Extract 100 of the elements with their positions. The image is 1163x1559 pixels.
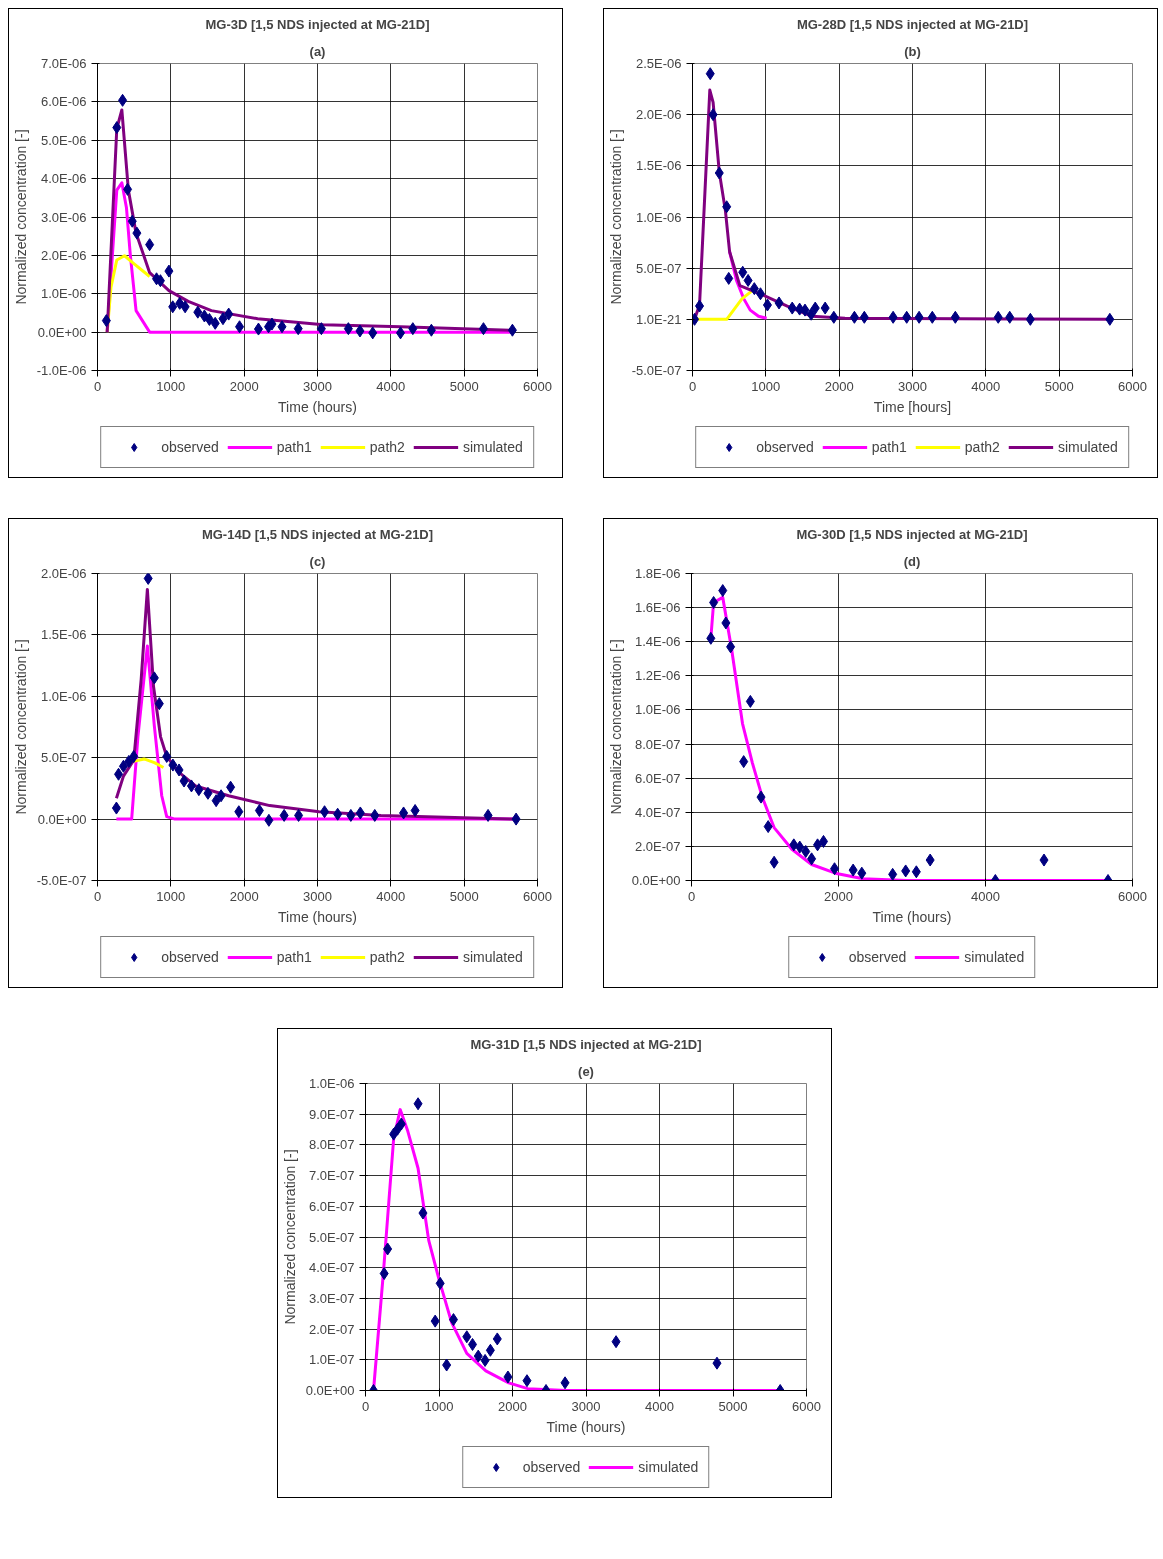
point (739, 755, 749, 769)
y-tick-label: 5.0E-06 (40, 132, 87, 148)
point (800, 303, 810, 317)
point (820, 301, 830, 315)
x-tick-label: 6000 (1118, 888, 1147, 904)
point (714, 166, 724, 180)
y-tick-label: 1.0E-07 (308, 1352, 355, 1368)
point (399, 806, 409, 820)
point (316, 322, 326, 336)
point (857, 866, 867, 880)
chart-title: MG-14D [1,5 NDS injected at MG-21D] (201, 526, 434, 542)
y-tick-label: 4.0E-07 (634, 804, 681, 820)
legend-label: simulated (462, 439, 523, 455)
point (216, 789, 226, 803)
point (123, 182, 133, 196)
y-tick-label: 6.0E-06 (40, 94, 87, 110)
legend-label: path1 (276, 439, 312, 455)
point (1105, 312, 1115, 326)
point (210, 316, 220, 330)
point (819, 834, 829, 848)
legend-label: simulated (462, 949, 523, 965)
point (709, 595, 719, 609)
legend-label: path1 (276, 949, 312, 965)
x-tick-label: 3000 (303, 888, 332, 904)
x-tick-label: 4000 (971, 378, 1001, 394)
point (383, 1242, 393, 1256)
x-tick-label: 0 (687, 888, 696, 904)
point (522, 1374, 532, 1388)
y-tick-label: 2.0E-06 (40, 247, 87, 263)
point (193, 305, 203, 319)
point (164, 264, 174, 278)
point (749, 282, 759, 296)
x-tick-label: 1000 (751, 378, 781, 394)
point (718, 584, 728, 598)
y-tick-label: 0.0E+00 (37, 811, 87, 827)
legend-label: path2 (369, 949, 405, 965)
point (787, 301, 797, 315)
point (203, 786, 213, 800)
point (911, 865, 921, 879)
y-tick-label: 3.0E-06 (40, 209, 87, 225)
chart-subtitle: (b) (904, 43, 921, 59)
x-tick-label: 4000 (971, 888, 1000, 904)
point (722, 200, 732, 214)
point (830, 862, 840, 876)
point (695, 299, 705, 313)
x-tick-label: 0 (93, 888, 102, 904)
point (712, 1356, 722, 1370)
x-tick-label: 4000 (376, 378, 406, 394)
y-tick-label: 1.0E-06 (40, 688, 87, 704)
chart-title: MG-28D [1,5 NDS injected at MG-21D] (796, 16, 1029, 32)
point (507, 323, 517, 337)
y-tick-label: 8.0E-07 (308, 1137, 355, 1153)
y-tick-label: 2.0E-07 (634, 838, 681, 854)
x-tick-label: 6000 (1118, 378, 1147, 394)
y-axis-title: Normalized concentration [-] (12, 129, 29, 305)
y-tick-label: 0.0E+00 (37, 324, 87, 340)
y-tick-label: 5.0E-07 (308, 1229, 355, 1245)
point (264, 813, 274, 827)
y-axis-title: Normalized concentration [-] (607, 129, 624, 305)
point (511, 812, 521, 826)
point (293, 322, 303, 336)
x-tick-label: 1000 (424, 1398, 454, 1414)
legend-label: observed (756, 439, 814, 455)
point (430, 1314, 440, 1328)
point (743, 273, 753, 287)
y-tick-label: -5.0E-07 (631, 363, 682, 378)
legend-label: path2 (369, 439, 405, 455)
point (708, 108, 718, 122)
x-tick-label: 5000 (1044, 378, 1074, 394)
x-tick-label: 0 (688, 378, 697, 394)
point (721, 616, 731, 630)
point (101, 314, 111, 328)
x-tick-label: 4000 (376, 888, 406, 904)
y-tick-label: 2.0E-06 (40, 566, 87, 581)
point (503, 1370, 513, 1384)
point (706, 631, 716, 645)
x-axis-title: Time (hours) (278, 908, 357, 925)
point (902, 310, 912, 324)
point (408, 322, 418, 336)
point (950, 310, 960, 324)
point (859, 310, 869, 324)
point (849, 310, 859, 324)
point (346, 808, 356, 822)
legend-label: simulated (1057, 439, 1118, 455)
point (224, 307, 234, 321)
y-tick-label: 1.5E-06 (635, 158, 682, 174)
point (726, 640, 736, 654)
point (413, 1097, 423, 1111)
y-tick-label: 5.0E-07 (635, 260, 682, 276)
point (418, 1206, 428, 1220)
y-tick-label: -5.0E-07 (36, 873, 87, 888)
x-tick-label: 5000 (449, 378, 479, 394)
point (118, 93, 128, 107)
y-tick-label: 4.0E-06 (40, 171, 87, 187)
x-tick-label: 2000 (824, 378, 854, 394)
point (194, 783, 204, 797)
x-tick-label: 5000 (449, 888, 479, 904)
point (143, 573, 153, 585)
legend-label: simulated (964, 949, 1025, 965)
legend-label: observed (161, 949, 219, 965)
